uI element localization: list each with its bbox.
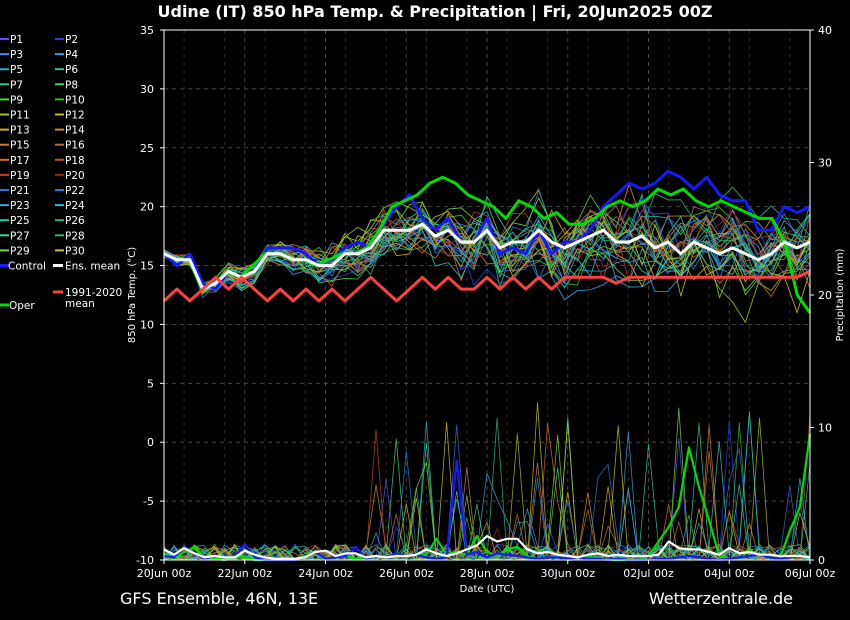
series-ens-mean-precip (163, 534, 811, 560)
legend-label-climate-mean-line1: 1991-2020 (65, 287, 122, 299)
legend-label-p10: P10 (65, 94, 85, 106)
legend-label-p29: P29 (10, 245, 30, 257)
member-line-p4 (163, 209, 811, 301)
legend-label-p26: P26 (65, 215, 85, 227)
legend-label-p2: P2 (65, 34, 78, 46)
y-tick-label: 35 (140, 24, 154, 37)
member-precip-p29 (163, 407, 811, 561)
legend-label-p5: P5 (10, 64, 23, 76)
legend-label-p12: P12 (65, 110, 85, 122)
y-tick-label: 25 (140, 142, 154, 155)
chart-title: Udine (IT) 850 hPa Temp. & Precipitation… (158, 2, 713, 22)
y2-axis-label: Precipitation (mm) (835, 248, 846, 341)
y-tick-label: 5 (147, 377, 154, 390)
x-tick-label: 26Jun 00z (379, 567, 434, 580)
x-tick-label: 04Jul 00z (704, 567, 755, 580)
legend-label-p21: P21 (10, 185, 30, 197)
ensemble-member-lines (163, 182, 811, 324)
legend-label-p17: P17 (10, 155, 30, 167)
legend-label-p20: P20 (65, 170, 85, 182)
y-tick-label: -5 (143, 495, 154, 508)
legend-label-p15: P15 (10, 140, 30, 152)
x-axis-label: Date (UTC) (460, 584, 515, 595)
y2-tick-label: 10 (818, 422, 832, 435)
legend-label-oper: Oper (9, 300, 35, 312)
y-tick-label: 30 (140, 83, 154, 96)
legend-label-p8: P8 (65, 79, 78, 91)
y2-tick-label: 20 (818, 289, 832, 302)
member-line-p27 (163, 195, 811, 290)
member-line-p16 (163, 206, 811, 293)
legend-label-p13: P13 (10, 125, 30, 137)
x-tick-label: 06Jul 00z (785, 567, 836, 580)
legend-label-p3: P3 (10, 49, 23, 61)
legend-label-p22: P22 (65, 185, 85, 197)
legend-label-control: Control (8, 261, 46, 273)
y-tick-label: 20 (140, 201, 154, 214)
footer-site: Wetterzentrale.de (649, 589, 793, 608)
y-tick-label: -10 (136, 554, 154, 567)
y2-tick-label: 40 (818, 24, 832, 37)
legend-label-p4: P4 (65, 49, 78, 61)
y-tick-label: 10 (140, 318, 154, 331)
x-tick-label: 02Jul 00z (623, 567, 674, 580)
legend-label-p19: P19 (10, 170, 30, 182)
y-axis-label: 850 hPa Temp. (°C) (127, 247, 138, 343)
legend-label-climate-mean-line2: mean (65, 298, 95, 310)
member-line-p28 (163, 210, 811, 293)
legend-label-p6: P6 (65, 64, 78, 76)
x-tick-label: 20Jun 00z (137, 567, 192, 580)
y-tick-label: 15 (140, 260, 154, 273)
legend: P1 P2 P3 P4 P5 P6 P7 P8 P9 P10 P11 P12 P13 P14 P15 P16 P… (0, 34, 122, 312)
y-axis-left: -10 -5 0 5 10 15 20 25 30 35 (136, 24, 164, 567)
legend-label-p25: P25 (10, 215, 30, 227)
legend-label-p7: P7 (10, 79, 23, 91)
member-line-p22 (163, 189, 811, 299)
series-control (162, 169, 811, 291)
legend-label-ens-mean: Ens. mean (65, 261, 120, 273)
legend-label-p14: P14 (65, 125, 85, 137)
legend-label-p24: P24 (65, 200, 85, 212)
legend-label-p1: P1 (10, 34, 23, 46)
legend-label-p23: P23 (10, 200, 30, 212)
legend-label-p11: P11 (10, 110, 30, 122)
x-tick-label: 22Jun 00z (218, 567, 273, 580)
member-precip-p30 (164, 422, 811, 562)
legend-label-p28: P28 (65, 230, 85, 242)
legend-label-p18: P18 (65, 155, 85, 167)
series-1991-2020-mean (162, 270, 811, 303)
y2-tick-label: 30 (818, 157, 832, 170)
y2-tick-label: 0 (818, 554, 825, 567)
x-tick-label: 24Jun 00z (298, 567, 353, 580)
series-ens-mean (163, 222, 811, 291)
legend-label-p27: P27 (10, 230, 30, 242)
x-tick-label: 28Jun 00z (460, 567, 515, 580)
legend-label-p16: P16 (65, 140, 85, 152)
y-tick-label: 0 (147, 436, 154, 449)
legend-label-p30: P30 (65, 245, 85, 257)
y-axis-right: 0 10 20 30 40 (810, 24, 832, 567)
legend-label-p9: P9 (10, 94, 23, 106)
x-axis: 20Jun 00z 22Jun 00z 24Jun 00z 26Jun 00z 28Ju… (137, 560, 836, 580)
footer-model-info: GFS Ensemble, 46N, 13E (120, 589, 318, 608)
x-tick-label: 30Jun 00z (541, 567, 596, 580)
